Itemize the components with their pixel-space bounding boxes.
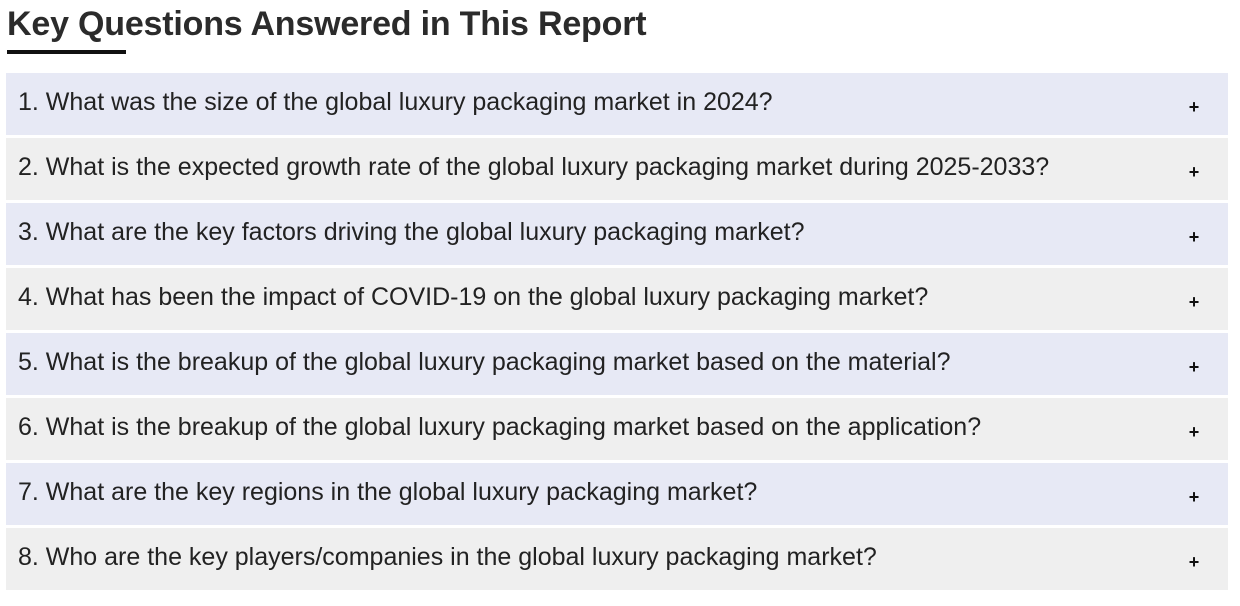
plus-icon[interactable]: + xyxy=(1188,97,1200,117)
plus-icon[interactable]: + xyxy=(1188,422,1200,442)
faq-item-7[interactable]: 7. What are the key regions in the globa… xyxy=(6,463,1228,525)
faq-question: 8. Who are the key players/companies in … xyxy=(18,543,877,571)
faq-question: 2. What is the expected growth rate of t… xyxy=(18,153,1050,181)
faq-question: 3. What are the key factors driving the … xyxy=(18,218,805,246)
faq-item-8[interactable]: 8. Who are the key players/companies in … xyxy=(6,528,1228,590)
page-title: Key Questions Answered in This Report xyxy=(7,5,647,43)
plus-icon[interactable]: + xyxy=(1188,357,1200,377)
faq-item-5[interactable]: 5. What is the breakup of the global lux… xyxy=(6,333,1228,395)
faq-question: 4. What has been the impact of COVID-19 … xyxy=(18,283,929,311)
plus-icon[interactable]: + xyxy=(1188,227,1200,247)
faq-question: 6. What is the breakup of the global lux… xyxy=(18,413,982,441)
faq-item-3[interactable]: 3. What are the key factors driving the … xyxy=(6,203,1228,265)
section-header: Key Questions Answered in This Report xyxy=(7,2,647,54)
title-underline xyxy=(7,50,126,54)
faq-item-1[interactable]: 1. What was the size of the global luxur… xyxy=(6,73,1228,135)
plus-icon[interactable]: + xyxy=(1188,162,1200,182)
plus-icon[interactable]: + xyxy=(1188,292,1200,312)
faq-question: 7. What are the key regions in the globa… xyxy=(18,478,758,506)
faq-question: 1. What was the size of the global luxur… xyxy=(18,88,773,116)
plus-icon[interactable]: + xyxy=(1188,552,1200,572)
faq-question: 5. What is the breakup of the global lux… xyxy=(18,348,951,376)
faq-item-2[interactable]: 2. What is the expected growth rate of t… xyxy=(6,138,1228,200)
faq-list: 1. What was the size of the global luxur… xyxy=(6,73,1228,590)
faq-item-6[interactable]: 6. What is the breakup of the global lux… xyxy=(6,398,1228,460)
faq-item-4[interactable]: 4. What has been the impact of COVID-19 … xyxy=(6,268,1228,330)
plus-icon[interactable]: + xyxy=(1188,487,1200,507)
